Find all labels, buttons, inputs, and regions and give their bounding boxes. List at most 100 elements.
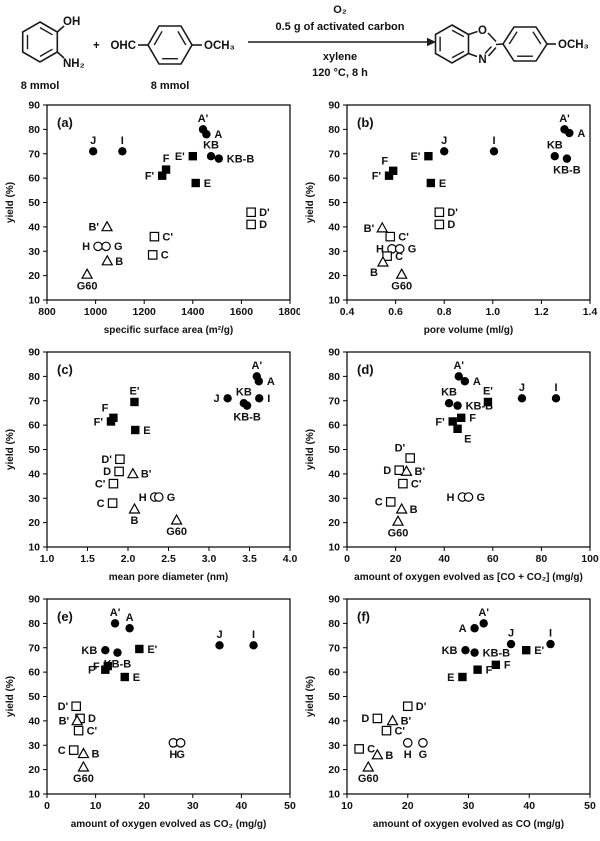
- point-label-C: C: [375, 497, 383, 509]
- y-tick-label: 20: [328, 270, 340, 282]
- y-tick-label: 70: [28, 148, 40, 160]
- chart-canvas-d: 0 20 40 60 80 100 10 20 30 40 50 60 70 80 90 amount of …: [305, 347, 599, 584]
- point-label-G60: G60: [77, 280, 98, 292]
- bond-c2-phenyl: [495, 43, 504, 46]
- x-tick-label: 1.5: [80, 553, 95, 565]
- y-axis-title: yield (%): [305, 676, 316, 717]
- aldehyde-amount: 8 mmol: [151, 80, 190, 92]
- marker-H: [402, 738, 413, 748]
- point-label-D': D': [58, 701, 69, 713]
- point-label-E: E: [447, 672, 454, 684]
- marker-B': [71, 714, 84, 726]
- chart-panel-e: 0 10 20 30 40 50 10 20 30 40 50 60 70 80 90 amount of o…: [0, 589, 300, 836]
- y-tick-label: 20: [28, 764, 40, 776]
- x-tick-label: 10: [341, 800, 353, 812]
- x-tick-label: 20: [390, 553, 402, 565]
- x-tick-label: 30: [463, 800, 475, 812]
- y-tick-label: 70: [328, 148, 340, 160]
- point-label-F: F: [504, 660, 511, 672]
- point-label-I: I: [492, 135, 495, 147]
- x-tick-label: 40: [523, 800, 535, 812]
- marker-D': [246, 207, 256, 218]
- plot-frame: [46, 598, 291, 795]
- marker-F': [157, 171, 167, 180]
- point-label-B': B': [88, 222, 99, 234]
- point-label-E': E': [410, 151, 420, 163]
- marker-B: [101, 254, 114, 266]
- point-label-G: G: [167, 492, 176, 504]
- marker-B: [376, 255, 389, 267]
- marker-B: [371, 748, 384, 760]
- point-label-KB: KB: [442, 645, 458, 657]
- point-label-B': B': [141, 469, 152, 481]
- x-tick-label: 1600: [230, 306, 254, 318]
- y-tick-label: 40: [28, 221, 40, 233]
- point-label-KB-B: KB-B: [227, 153, 255, 165]
- y-tick-label: 60: [28, 173, 40, 185]
- marker-F: [388, 166, 398, 176]
- marker-G60: [77, 760, 90, 772]
- marker-A: [125, 624, 134, 633]
- amine-amount: 8 mmol: [21, 80, 60, 92]
- y-tick-label: 20: [28, 517, 40, 529]
- marker-C: [385, 497, 396, 507]
- y-tick-label: 50: [328, 197, 340, 209]
- point-label-A': A': [559, 113, 570, 125]
- y-tick-label: 80: [328, 618, 340, 630]
- marker-D': [115, 454, 125, 465]
- y-tick-label: 60: [28, 420, 40, 432]
- point-label-D': D': [416, 701, 427, 713]
- marker-C': [149, 231, 160, 242]
- point-label-F: F: [102, 402, 109, 414]
- point-label-B': B': [364, 223, 375, 235]
- point-label-C: C: [161, 250, 169, 262]
- x-tick-label: 1.4: [583, 306, 598, 318]
- condition-catalyst: 0.5 g of activated carbon: [276, 21, 405, 33]
- marker-KB-B: [453, 401, 462, 410]
- double-bond: [451, 50, 465, 59]
- point-label-A': A': [252, 360, 263, 372]
- point-label-F: F: [163, 153, 170, 165]
- point-label-E: E: [133, 672, 140, 684]
- point-label-E': E': [147, 644, 157, 656]
- y-tick-label: 10: [28, 295, 40, 307]
- marker-G: [175, 738, 186, 748]
- y-axis-title: yield (%): [5, 182, 16, 223]
- y-tick-label: 70: [28, 642, 40, 654]
- x-tick-label: 1200: [133, 306, 157, 318]
- marker-G60: [81, 267, 94, 279]
- point-label-E': E': [534, 645, 544, 657]
- point-label-F': F': [435, 416, 445, 428]
- point-label-E': E': [483, 385, 493, 397]
- y-tick-label: 30: [328, 246, 340, 258]
- marker-F': [101, 665, 110, 674]
- point-label-G60: G60: [388, 527, 409, 539]
- x-tick-label: 4.0: [283, 553, 298, 565]
- point-label-D: D: [361, 713, 369, 725]
- y-tick-label: 40: [28, 715, 40, 727]
- marker-KB-B: [113, 648, 122, 657]
- marker-E: [453, 424, 462, 433]
- point-label-C': C': [411, 478, 422, 490]
- plus-sign: +: [93, 40, 100, 52]
- point-label-D': D': [395, 443, 406, 455]
- marker-B: [77, 747, 90, 759]
- point-label-A: A: [214, 129, 222, 141]
- product-benzoxazole-structure: O N OCH₃: [434, 24, 589, 66]
- y-tick-label: 80: [28, 618, 40, 630]
- marker-A: [202, 130, 211, 139]
- point-label-I: I: [267, 393, 270, 405]
- marker-KB: [461, 645, 470, 655]
- y-tick-label: 30: [328, 493, 340, 505]
- point-label-C: C: [395, 251, 403, 263]
- marker-C: [107, 498, 118, 508]
- point-label-C': C': [398, 231, 409, 243]
- marker-F': [384, 171, 394, 180]
- marker-I: [249, 641, 258, 650]
- x-tick-label: 2.0: [121, 553, 136, 565]
- marker-I: [551, 394, 561, 403]
- marker-D': [434, 207, 445, 218]
- marker-G: [418, 738, 428, 748]
- y-tick-label: 30: [28, 740, 40, 752]
- marker-D: [372, 713, 383, 724]
